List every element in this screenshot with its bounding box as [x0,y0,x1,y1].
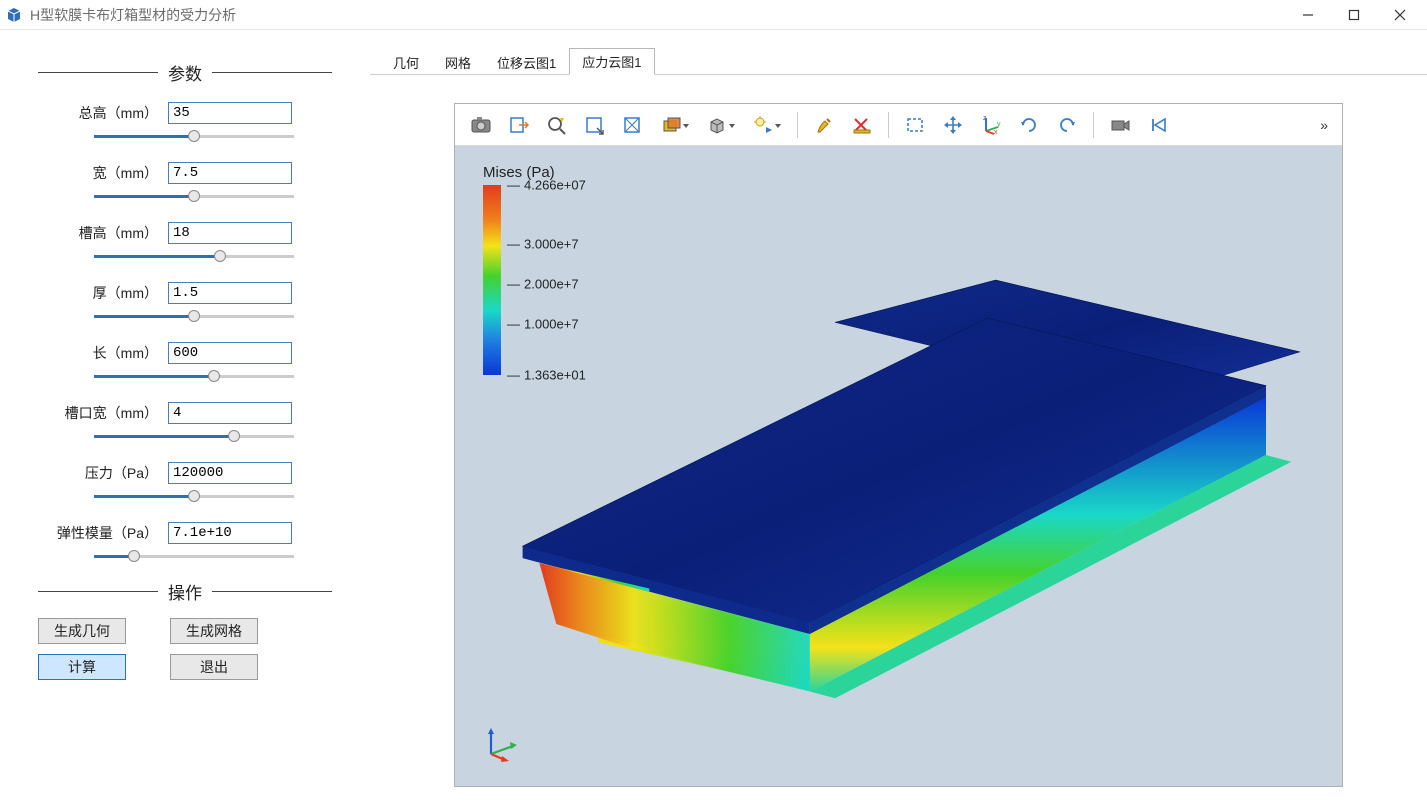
light-icon[interactable] [745,108,789,142]
app-icon [4,5,24,25]
axes-icon[interactable]: z yx [973,108,1009,142]
tab[interactable]: 网格 [432,49,484,75]
param-label: 槽高（mm） [38,223,168,243]
minimize-button[interactable] [1285,1,1331,29]
tab[interactable]: 几何 [380,49,432,75]
param-row: 槽高（mm） [38,219,332,247]
param-input[interactable] [168,402,292,424]
video-icon[interactable] [1102,108,1138,142]
legend-tick: 2.000e+7 [507,276,579,291]
tab[interactable]: 位移云图1 [484,49,569,75]
compute-button[interactable]: 计算 [38,654,126,680]
param-slider[interactable] [94,427,294,445]
param-slider[interactable] [94,307,294,325]
viz-toolbar: z yx » [455,104,1342,146]
param-input[interactable] [168,282,292,304]
window-controls [1285,1,1423,29]
marquee-icon[interactable] [897,108,933,142]
param-label: 压力（Pa） [38,463,168,483]
legend-colorbar [483,185,501,375]
toolbar-more[interactable]: » [1314,117,1334,133]
perspective-icon[interactable] [615,108,651,142]
camera-icon[interactable] [463,108,499,142]
toolbar-separator [797,112,798,138]
legend-tick: 4.266e+07 [507,178,586,193]
brush-icon[interactable] [806,108,842,142]
rewind-icon[interactable] [1140,108,1176,142]
param-label: 长（mm） [38,343,168,363]
window-title: H型软膜卡布灯箱型材的受力分析 [30,5,1285,25]
param-slider-row [38,307,332,325]
rotate-ccw-icon[interactable] [1049,108,1085,142]
param-input[interactable] [168,102,292,124]
ruler-x-icon[interactable] [844,108,880,142]
param-label: 弹性模量（Pa） [38,523,168,543]
exit-button[interactable]: 退出 [170,654,258,680]
block-icon[interactable] [653,108,697,142]
param-input[interactable] [168,462,292,484]
param-slider[interactable] [94,367,294,385]
param-slider[interactable] [94,547,294,565]
param-slider-row [38,127,332,145]
viz-canvas[interactable]: Mises (Pa) 4.266e+073.000e+72.000e+71.00… [455,146,1342,786]
titlebar: H型软膜卡布灯箱型材的受力分析 [0,0,1427,30]
cube-icon[interactable] [699,108,743,142]
ops-header: 操作 [38,579,332,604]
svg-text:y: y [997,121,1001,128]
param-label: 厚（mm） [38,283,168,303]
param-row: 长（mm） [38,339,332,367]
right-panel: 几何网格位移云图1应力云图1 z yx » [370,30,1427,811]
param-row: 弹性模量（Pa） [38,519,332,547]
param-input[interactable] [168,342,292,364]
params-title: 参数 [158,60,212,85]
param-slider[interactable] [94,127,294,145]
svg-text:z: z [983,115,987,122]
generate-geometry-button[interactable]: 生成几何 [38,618,126,644]
viz-frame: z yx » [454,103,1343,787]
toolbar-separator [1093,112,1094,138]
tab[interactable]: 应力云图1 [569,48,654,75]
left-panel: 参数 总高（mm） 宽（mm） 槽高（mm） 厚（mm） 长（mm） [0,30,370,811]
pan-icon[interactable] [935,108,971,142]
param-row: 压力（Pa） [38,459,332,487]
export-icon[interactable] [501,108,537,142]
param-slider-row [38,187,332,205]
zoom-icon[interactable] [539,108,575,142]
params-header: 参数 [38,60,332,85]
svg-text:x: x [994,129,998,135]
param-slider-row [38,487,332,505]
param-slider-row [38,427,332,445]
legend-tick: 3.000e+7 [507,236,579,251]
select-box-icon[interactable] [577,108,613,142]
tabs: 几何网格位移云图1应力云图1 [370,50,1427,74]
param-label: 总高（mm） [38,103,168,123]
toolbar-separator [888,112,889,138]
param-row: 宽（mm） [38,159,332,187]
ops-title: 操作 [158,579,212,604]
param-slider[interactable] [94,487,294,505]
legend-ticks: 4.266e+073.000e+72.000e+71.000e+71.363e+… [507,185,597,375]
param-slider[interactable] [94,247,294,265]
param-label: 宽（mm） [38,163,168,183]
param-row: 槽口宽（mm） [38,399,332,427]
param-slider-row [38,247,332,265]
legend-tick: 1.363e+01 [507,368,586,383]
close-button[interactable] [1377,1,1423,29]
param-input[interactable] [168,222,292,244]
param-input[interactable] [168,522,292,544]
param-row: 总高（mm） [38,99,332,127]
generate-mesh-button[interactable]: 生成网格 [170,618,258,644]
legend-tick: 1.000e+7 [507,316,579,331]
color-legend: Mises (Pa) 4.266e+073.000e+72.000e+71.00… [483,164,597,375]
param-slider-row [38,547,332,565]
rotate-cw-icon[interactable] [1011,108,1047,142]
param-input[interactable] [168,162,292,184]
param-row: 厚（mm） [38,279,332,307]
param-label: 槽口宽（mm） [38,403,168,423]
maximize-button[interactable] [1331,1,1377,29]
param-slider[interactable] [94,187,294,205]
axis-triad [483,722,523,762]
param-slider-row [38,367,332,385]
